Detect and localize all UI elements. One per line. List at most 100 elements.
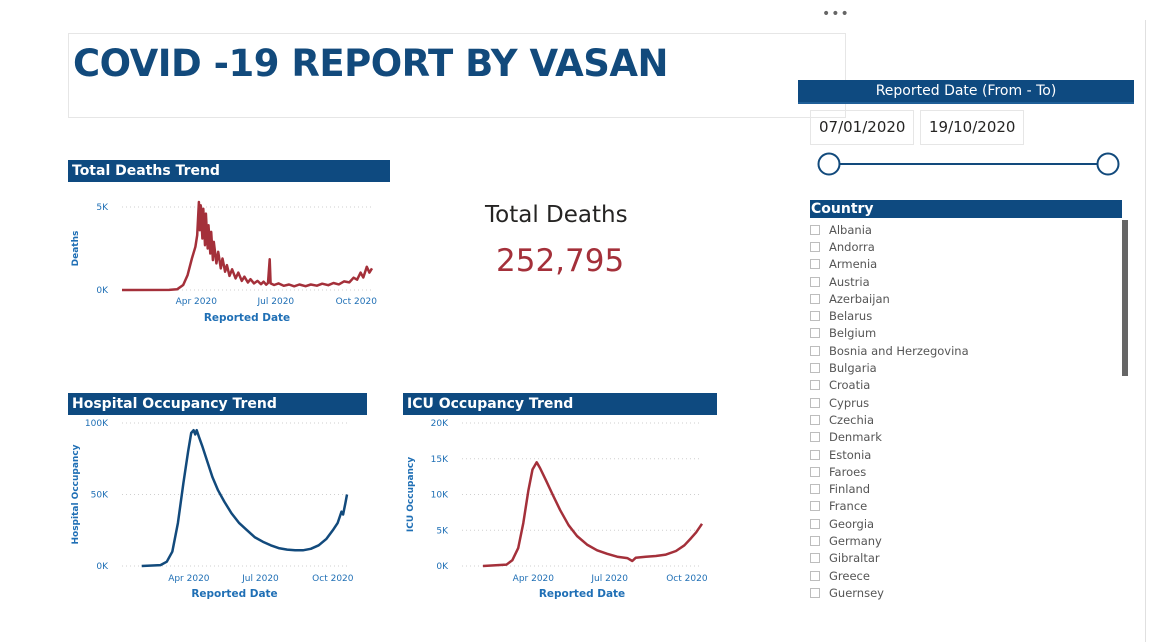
y-tick-label: 50K [91,491,109,501]
checkbox-icon[interactable] [810,259,820,270]
checkbox-icon[interactable] [810,363,820,374]
date-to-field[interactable]: 19/10/2020 [920,110,1024,145]
country-label: Denmark [829,430,882,445]
country-item[interactable]: Finland [810,480,1120,497]
hospital-chart-title: Hospital Occupancy Trend [68,393,367,415]
x-axis-label: Reported Date [204,312,290,324]
checkbox-icon[interactable] [810,553,820,564]
y-tick-label: 5K [436,526,449,536]
x-tick-label: Oct 2020 [312,574,354,584]
country-item[interactable]: Cyprus [810,394,1120,411]
kpi-value: 252,795 [496,243,625,279]
country-label: Georgia [829,516,875,531]
y-tick-label: 10K [431,491,449,501]
checkbox-icon[interactable] [810,501,820,512]
checkbox-icon[interactable] [810,414,820,425]
x-tick-label: Jul 2020 [590,574,628,584]
checkbox-icon[interactable] [810,293,820,304]
checkbox-icon[interactable] [810,432,820,443]
y-axis-label: ICU Occupancy [406,457,416,532]
checkbox-icon[interactable] [810,587,820,598]
country-item[interactable]: Andorra [810,238,1120,255]
checkbox-icon[interactable] [810,241,820,252]
date-from-field[interactable]: 07/01/2020 [810,110,914,145]
x-tick-label: Apr 2020 [513,574,555,584]
country-item[interactable]: Belgium [810,325,1120,342]
checkbox-icon[interactable] [810,570,820,581]
date-range-slider[interactable] [812,150,1128,178]
date-slicer-title: Reported Date (From - To) [798,80,1134,104]
deaths-chart-title: Total Deaths Trend [68,160,390,182]
country-item[interactable]: Greece [810,567,1120,584]
x-tick-label: Oct 2020 [336,297,378,307]
country-item[interactable]: Azerbaijan [810,290,1120,307]
y-tick-label: 0K [96,286,109,296]
checkbox-icon[interactable] [810,535,820,546]
country-item[interactable]: Bulgaria [810,359,1120,376]
checkbox-icon[interactable] [810,466,820,477]
y-tick-label: 100K [85,419,109,429]
hospital-occupancy-chart[interactable]: 0K 50K 100K Apr 2020 Jul 2020 Oct 2020 Reporte… [68,415,367,607]
y-tick-label: 0K [96,562,109,572]
title-card [68,33,846,118]
canvas-edge-divider [1145,20,1146,642]
slider-end-handle[interactable] [1096,152,1120,176]
country-item[interactable]: Belarus [810,307,1120,324]
country-item[interactable]: Austria [810,273,1120,290]
checkbox-icon[interactable] [810,276,820,287]
country-item[interactable]: Estonia [810,446,1120,463]
country-label: Bulgaria [829,361,877,376]
icu-occupancy-chart[interactable]: 0K 5K 10K 15K 20K Apr 2020 Jul 2020 Oct 2020 Rep… [403,415,717,607]
deaths-trend-chart[interactable]: 0K 5K Apr 2020 Jul 2020 Oct 2020 Reported Dat… [68,186,390,330]
x-tick-label: Jul 2020 [241,574,279,584]
icu-chart-title: ICU Occupancy Trend [403,393,717,415]
country-list-scrollbar[interactable] [1122,220,1128,376]
x-tick-label: Jul 2020 [257,297,295,307]
checkbox-icon[interactable] [810,380,820,391]
y-axis-label: Deaths [71,231,81,267]
checkbox-icon[interactable] [810,345,820,356]
country-item[interactable]: Albania [810,221,1120,238]
x-axis-label: Reported Date [539,588,625,600]
country-label: Guernsey [829,585,884,600]
country-label: Greece [829,568,870,583]
country-item[interactable]: Gibraltar [810,550,1120,567]
x-tick-label: Apr 2020 [168,574,210,584]
country-label: Estonia [829,447,872,462]
country-item[interactable]: Germany [810,532,1120,549]
checkbox-icon[interactable] [810,449,820,460]
country-item[interactable]: Czechia [810,411,1120,428]
report-title: COVID -19 REPORT BY VASAN [73,42,668,85]
checkbox-icon[interactable] [810,397,820,408]
checkbox-icon[interactable] [810,328,820,339]
checkbox-icon[interactable] [810,518,820,529]
series-line[interactable] [482,461,704,568]
y-axis-label: Hospital Occupancy [71,444,81,544]
country-label: Faroes [829,464,867,479]
country-item[interactable]: Georgia [810,515,1120,532]
country-item[interactable]: Bosnia and Herzegovina [810,342,1120,359]
series-line[interactable] [121,200,374,292]
slider-start-handle[interactable] [817,152,841,176]
x-tick-label: Apr 2020 [176,297,218,307]
y-tick-label: 15K [431,455,449,465]
country-item[interactable]: Faroes [810,463,1120,480]
more-options-icon[interactable]: ••• [822,6,850,22]
country-label: Czechia [829,412,874,427]
country-item[interactable]: Denmark [810,429,1120,446]
checkbox-icon[interactable] [810,311,820,322]
kpi-label: Total Deaths [485,202,628,228]
country-item[interactable]: France [810,498,1120,515]
country-label: Croatia [829,378,871,393]
country-label: Austria [829,274,870,289]
country-item[interactable]: Guernsey [810,584,1120,601]
country-item[interactable]: Armenia [810,256,1120,273]
country-label: France [829,499,868,514]
country-item[interactable]: Croatia [810,377,1120,394]
country-label: Germany [829,533,882,548]
series-line[interactable] [141,428,349,568]
checkbox-icon[interactable] [810,224,820,235]
country-label: Cyprus [829,395,870,410]
country-list[interactable]: Albania Andorra Armenia Austria Azerbaijan Be… [810,221,1120,606]
checkbox-icon[interactable] [810,484,820,495]
